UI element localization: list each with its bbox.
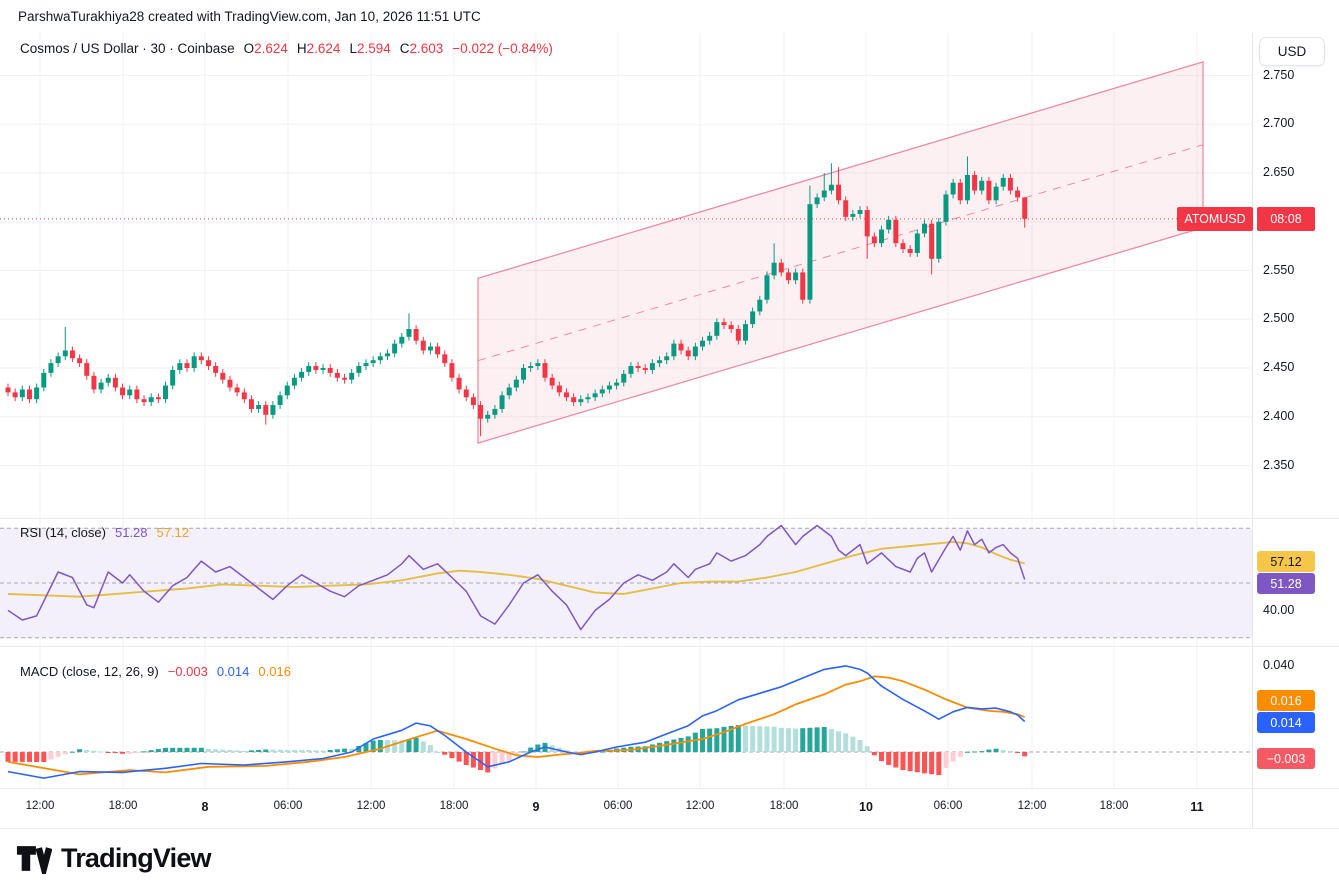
time-axis-label: 12:00 bbox=[685, 800, 715, 812]
macd-signal-axis-badge: 0.016 bbox=[1257, 690, 1315, 711]
macd-signal-line bbox=[7, 675, 1026, 776]
price-axis-label: 2.650 bbox=[1263, 165, 1295, 179]
rsi-axis-badge: 51.28 bbox=[1257, 573, 1315, 594]
tradingview-logo[interactable]: TradingView bbox=[16, 843, 212, 874]
time-axis-label: 06:00 bbox=[603, 800, 633, 812]
macd-hist-value: −0.003 bbox=[167, 664, 208, 679]
price-change: −0.022 (−0.84%) bbox=[452, 41, 553, 56]
time-axis-label: 8 bbox=[201, 800, 209, 814]
ohlc-close: C2.603 bbox=[399, 41, 444, 56]
price-axis-label: 2.450 bbox=[1263, 360, 1295, 374]
time-axis-label: 18:00 bbox=[769, 800, 799, 812]
macd-signal-value: 0.016 bbox=[258, 664, 291, 679]
symbol-bar: Cosmos / US Dollar · 30 · Coinbase O2.62… bbox=[20, 41, 553, 56]
price-axis-label: 2.750 bbox=[1263, 67, 1295, 82]
chart-canvas[interactable] bbox=[0, 0, 1252, 788]
time-axis-label: 12:00 bbox=[25, 800, 55, 812]
time-axis-label: 18:00 bbox=[108, 800, 138, 812]
axis-separator bbox=[1252, 33, 1253, 828]
time-axis-label: 9 bbox=[532, 800, 540, 814]
price-axis-label: 2.400 bbox=[1263, 408, 1295, 423]
time-axis-label: 10 bbox=[859, 800, 873, 814]
macd-histogram bbox=[5, 725, 1028, 776]
time-scale[interactable]: 12:00 18:00 8 06:00 12:00 18:00 9 06:00 12:00 18:… bbox=[0, 788, 1252, 828]
price-axis-label: 2.350 bbox=[1263, 457, 1295, 472]
rsi-indicator-label[interactable]: RSI (14, close) bbox=[20, 525, 106, 540]
time-axis-label: 12:00 bbox=[1017, 800, 1047, 812]
ohlc-low: L2.594 bbox=[349, 41, 391, 56]
pane-separator-rsi[interactable] bbox=[0, 518, 1339, 519]
channel-midline[interactable] bbox=[477, 144, 1204, 362]
rsi-ma-line bbox=[7, 540, 1025, 598]
price-axis-label: 2.550 bbox=[1263, 262, 1295, 277]
macd-line-value: 0.014 bbox=[216, 664, 250, 679]
macd-line-axis-badge: 0.014 bbox=[1257, 712, 1315, 733]
macd-indicator-label[interactable]: MACD (close, 12, 26, 9) bbox=[20, 664, 159, 679]
tradingview-logo-text: TradingView bbox=[61, 843, 212, 873]
rsi-ma-value: 57.12 bbox=[156, 525, 190, 540]
attribution-text: ParshwaTurakhiya28 created with TradingV… bbox=[18, 9, 481, 24]
macd-line bbox=[7, 665, 1026, 779]
rsi-ma-axis-badge: 57.12 bbox=[1257, 551, 1315, 572]
candles bbox=[5, 156, 1028, 437]
macd-axis-tick: 0.040 bbox=[1263, 658, 1295, 672]
macd-pane-title: MACD (close, 12, 26, 9) −0.003 0.014 0.0… bbox=[20, 664, 291, 679]
last-price-symbol-badge: ATOMUSD bbox=[1177, 207, 1253, 231]
time-axis-label: 18:00 bbox=[439, 800, 469, 812]
time-axis-label: 18:00 bbox=[1099, 800, 1129, 812]
time-axis-label: 06:00 bbox=[273, 800, 303, 812]
macd-hist-axis-badge: −0.003 bbox=[1257, 748, 1315, 769]
time-axis-border bbox=[0, 788, 1339, 789]
price-axis-label: 2.700 bbox=[1263, 116, 1295, 131]
tradingview-logo-icon bbox=[16, 846, 52, 874]
symbol-title[interactable]: Cosmos / US Dollar · 30 · Coinbase bbox=[20, 41, 235, 56]
pane-separator-macd[interactable] bbox=[0, 646, 1339, 647]
price-axis-label: 2.500 bbox=[1263, 311, 1295, 326]
ohlc-open: O2.624 bbox=[243, 41, 288, 56]
ohlc-high: H2.624 bbox=[296, 41, 341, 56]
time-axis-label: 12:00 bbox=[356, 800, 386, 812]
currency-button[interactable]: USD bbox=[1259, 37, 1325, 66]
rsi-pane-title: RSI (14, close) 51.28 57.12 bbox=[20, 525, 189, 540]
rsi-value: 51.28 bbox=[114, 525, 148, 540]
time-axis-label: 11 bbox=[1190, 800, 1204, 814]
widget-bottom-border bbox=[0, 828, 1339, 829]
rsi-axis-tick: 40.00 bbox=[1263, 603, 1295, 617]
bar-countdown-badge: 08:08 bbox=[1257, 207, 1315, 231]
rsi-line bbox=[7, 524, 1026, 631]
time-axis-label: 06:00 bbox=[933, 800, 963, 812]
